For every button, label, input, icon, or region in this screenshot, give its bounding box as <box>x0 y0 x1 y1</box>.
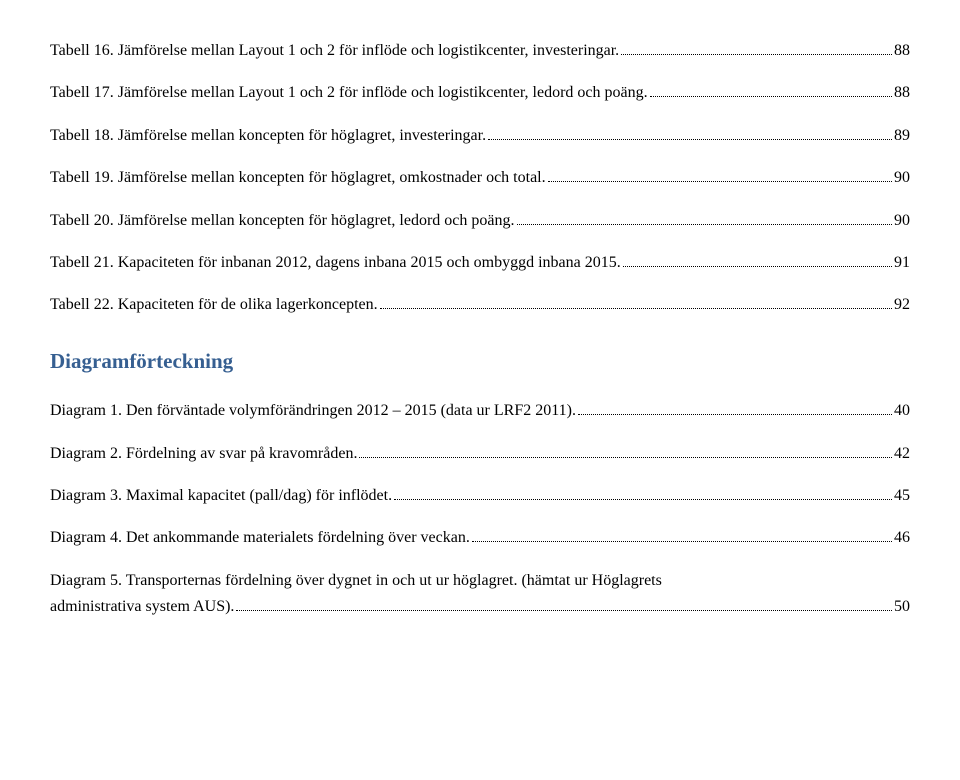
toc-page: 46 <box>894 527 910 549</box>
toc-entry-table: Tabell 17. Jämförelse mellan Layout 1 oc… <box>50 82 910 104</box>
tables-toc-section: Tabell 16. Jämförelse mellan Layout 1 oc… <box>50 40 910 317</box>
toc-label: Tabell 21. Kapaciteten för inbanan 2012,… <box>50 252 621 274</box>
toc-label: Tabell 20. Jämförelse mellan koncepten f… <box>50 210 515 232</box>
toc-dots <box>548 181 892 182</box>
toc-entry-table: Tabell 19. Jämförelse mellan koncepten f… <box>50 167 910 189</box>
toc-page: 45 <box>894 485 910 507</box>
toc-entry-diagram: Diagram 2. Fördelning av svar på kravomr… <box>50 443 910 465</box>
toc-entry-table: Tabell 18. Jämförelse mellan koncepten f… <box>50 125 910 147</box>
toc-dots <box>394 499 892 500</box>
toc-page: 40 <box>894 400 910 422</box>
toc-label: Diagram 4. Det ankommande materialets fö… <box>50 527 470 549</box>
toc-dots <box>621 54 892 55</box>
toc-dots <box>236 610 892 611</box>
toc-label-line1: Diagram 5. Transporternas fördelning öve… <box>50 570 910 592</box>
toc-page: 90 <box>894 167 910 189</box>
toc-label: Diagram 1. Den förväntade volymförändrin… <box>50 400 576 422</box>
toc-page: 42 <box>894 443 910 465</box>
toc-page: 89 <box>894 125 910 147</box>
toc-page: 50 <box>894 596 910 618</box>
toc-dots <box>623 266 892 267</box>
toc-label: Tabell 17. Jämförelse mellan Layout 1 oc… <box>50 82 648 104</box>
toc-dots <box>380 308 892 309</box>
diagrams-toc-section: Diagram 1. Den förväntade volymförändrin… <box>50 400 910 618</box>
toc-page: 88 <box>894 40 910 62</box>
toc-label: Diagram 3. Maximal kapacitet (pall/dag) … <box>50 485 392 507</box>
toc-dots <box>578 414 892 415</box>
toc-entry-table: Tabell 20. Jämförelse mellan koncepten f… <box>50 210 910 232</box>
toc-label-line2: administrativa system AUS). <box>50 596 234 618</box>
toc-page: 88 <box>894 82 910 104</box>
toc-label: Diagram 2. Fördelning av svar på kravomr… <box>50 443 357 465</box>
toc-dots <box>517 224 893 225</box>
toc-entry-diagram: Diagram 4. Det ankommande materialets fö… <box>50 527 910 549</box>
toc-page: 90 <box>894 210 910 232</box>
toc-entry-diagram: Diagram 1. Den förväntade volymförändrin… <box>50 400 910 422</box>
toc-dots <box>650 96 892 97</box>
toc-label: Tabell 22. Kapaciteten för de olika lage… <box>50 294 378 316</box>
toc-dots <box>488 139 892 140</box>
toc-dots <box>472 541 892 542</box>
toc-dots <box>359 457 892 458</box>
toc-page: 91 <box>894 252 910 274</box>
toc-entry-diagram: Diagram 5. Transporternas fördelning öve… <box>50 570 910 619</box>
toc-label: Tabell 16. Jämförelse mellan Layout 1 oc… <box>50 40 619 62</box>
toc-label: Tabell 18. Jämförelse mellan koncepten f… <box>50 125 486 147</box>
toc-entry-diagram: Diagram 3. Maximal kapacitet (pall/dag) … <box>50 485 910 507</box>
toc-entry-table: Tabell 16. Jämförelse mellan Layout 1 oc… <box>50 40 910 62</box>
toc-entry-table: Tabell 22. Kapaciteten för de olika lage… <box>50 294 910 316</box>
toc-label: Tabell 19. Jämförelse mellan koncepten f… <box>50 167 546 189</box>
toc-entry-table: Tabell 21. Kapaciteten för inbanan 2012,… <box>50 252 910 274</box>
diagram-heading: Diagramförteckning <box>50 347 910 376</box>
toc-page: 92 <box>894 294 910 316</box>
